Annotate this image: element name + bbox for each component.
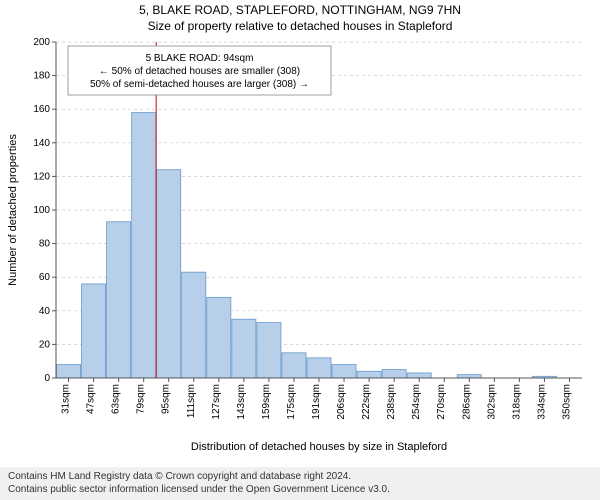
footer-line-1: Contains HM Land Registry data © Crown c… [8, 471, 592, 484]
x-tick-label: 191sqm [311, 384, 322, 420]
y-tick-label: 20 [39, 339, 51, 350]
y-tick-label: 100 [33, 205, 50, 216]
x-tick-label: 222sqm [361, 384, 372, 420]
x-tick-label: 270sqm [436, 384, 447, 420]
x-tick-label: 31sqm [61, 384, 72, 414]
histogram-bar [457, 375, 481, 378]
y-tick-label: 180 [33, 71, 50, 82]
y-tick-label: 60 [39, 272, 51, 283]
x-tick-label: 286sqm [461, 384, 472, 420]
x-tick-label: 47sqm [86, 384, 97, 414]
x-tick-label: 175sqm [286, 384, 297, 420]
histogram-bar [407, 373, 431, 378]
x-tick-label: 79sqm [136, 384, 147, 414]
y-tick-label: 140 [33, 138, 50, 149]
x-tick-label: 206sqm [336, 384, 347, 420]
x-tick-label: 238sqm [386, 384, 397, 420]
x-tick-label: 318sqm [511, 384, 522, 420]
y-tick-label: 160 [33, 104, 50, 115]
histogram-bar [132, 113, 156, 378]
y-tick-label: 200 [33, 37, 50, 48]
histogram-bar [82, 284, 106, 378]
chart-container: 5, BLAKE ROAD, STAPLEFORD, NOTTINGHAM, N… [0, 0, 600, 460]
histogram-bar [382, 370, 406, 378]
x-tick-label: 334sqm [536, 384, 547, 420]
annotation-line: 50% of semi-detached houses are larger (… [90, 79, 309, 90]
x-tick-label: 127sqm [211, 384, 222, 420]
y-tick-label: 40 [39, 306, 51, 317]
histogram-bar [157, 170, 181, 378]
histogram-bar [332, 365, 356, 378]
histogram-bar [357, 371, 381, 378]
footer-line-2: Contains public sector information licen… [8, 484, 592, 497]
x-tick-label: 111sqm [186, 384, 197, 418]
histogram-bar [307, 358, 331, 378]
x-tick-label: 63sqm [111, 384, 122, 414]
y-tick-label: 120 [33, 171, 50, 182]
x-tick-label: 95sqm [161, 384, 172, 414]
histogram-bar [182, 272, 206, 378]
histogram-bar [282, 353, 306, 378]
y-tick-label: 0 [44, 373, 50, 384]
chart-title-2: Size of property relative to detached ho… [148, 19, 453, 33]
histogram-bar [57, 365, 81, 378]
histogram-bar [257, 323, 281, 378]
y-tick-label: 80 [39, 239, 51, 250]
histogram-bar [232, 319, 256, 378]
y-axis-label: Number of detached properties [7, 134, 19, 286]
x-tick-label: 302sqm [486, 384, 497, 420]
annotation-line: ← 50% of detached houses are smaller (30… [99, 66, 300, 77]
annotation-line: 5 BLAKE ROAD: 94sqm [146, 53, 254, 64]
x-tick-label: 143sqm [236, 384, 247, 420]
histogram-bar [207, 297, 231, 378]
chart-title-1: 5, BLAKE ROAD, STAPLEFORD, NOTTINGHAM, N… [139, 3, 461, 17]
x-axis-label: Distribution of detached houses by size … [191, 441, 447, 453]
footer: Contains HM Land Registry data © Crown c… [0, 467, 600, 500]
x-tick-label: 350sqm [561, 384, 572, 420]
histogram-bar [107, 222, 131, 378]
x-tick-label: 159sqm [261, 384, 272, 420]
x-tick-label: 254sqm [411, 384, 422, 420]
